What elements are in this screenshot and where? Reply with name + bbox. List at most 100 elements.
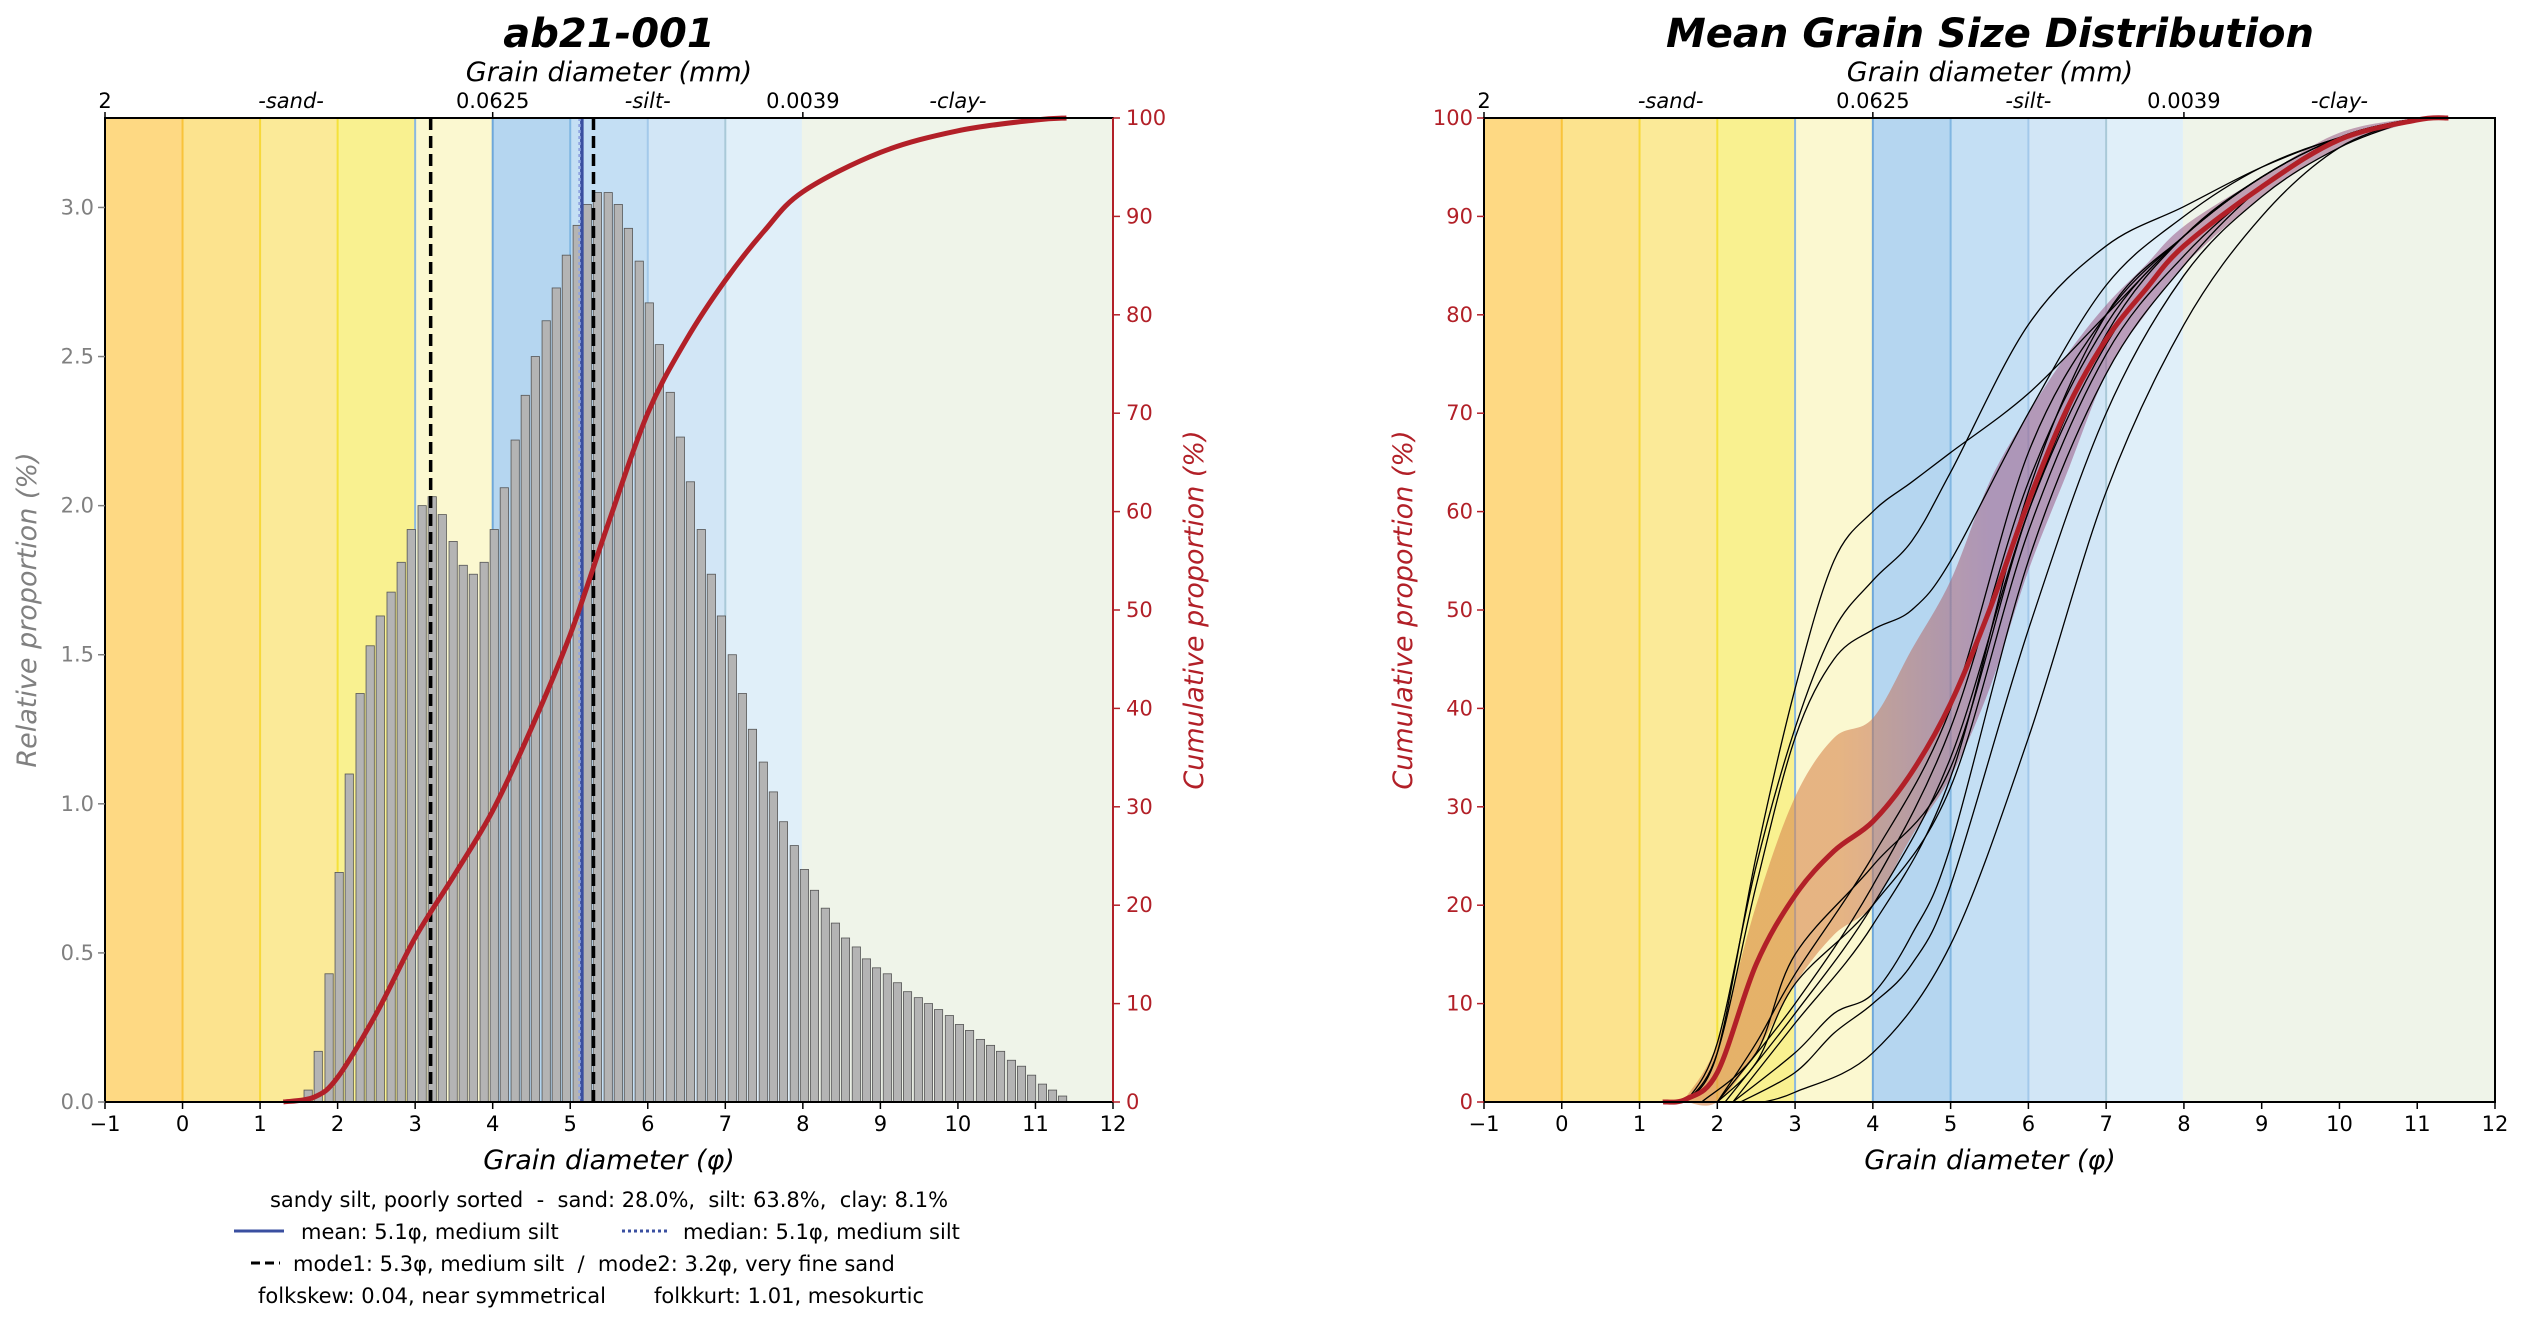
histogram-bar <box>623 227 633 1103</box>
x-tick-label: 12 <box>2482 1112 2509 1136</box>
spread-band <box>1686 116 2449 1106</box>
cumulative-curve <box>282 115 1067 1105</box>
top-axis-tick-label: -clay- <box>929 89 986 113</box>
x-tick-label: 7 <box>719 1112 732 1136</box>
histogram-bar <box>840 937 851 1103</box>
top-axis-tick-label: 0.0039 <box>766 89 839 113</box>
y-tick-label: 100 <box>1433 106 1473 130</box>
x-tick-label: 4 <box>486 1112 499 1136</box>
size-class-band <box>2028 118 2107 1102</box>
x-tick-label: 1 <box>253 1112 266 1136</box>
y2-tick-label: 50 <box>1126 598 1153 622</box>
x-tick-label: 9 <box>2255 1112 2268 1136</box>
top-axis-tick-label: -silt- <box>2005 89 2051 113</box>
histogram-bar <box>871 967 882 1103</box>
histogram-bar <box>892 982 902 1103</box>
x-tick-label: 5 <box>1944 1112 1957 1136</box>
histogram-bar <box>799 869 809 1103</box>
y-tick-label: 0.5 <box>61 941 94 965</box>
histogram-bar <box>778 821 788 1103</box>
y-tick-label: 50 <box>1446 598 1473 622</box>
histogram-bar <box>696 529 706 1103</box>
histogram-bar <box>654 344 664 1103</box>
y-tick-label: 90 <box>1446 204 1473 228</box>
x-tick-label: 8 <box>2177 1112 2190 1136</box>
histogram-bar <box>551 287 561 1103</box>
sample-curve <box>1685 117 2418 1103</box>
y-tick-label: 20 <box>1446 893 1473 917</box>
y-tick-label: 2.5 <box>61 345 94 369</box>
histogram-bar <box>985 1044 996 1103</box>
chart-title: ab21-001 <box>503 11 714 57</box>
histogram-bar <box>809 889 820 1103</box>
histogram-bar <box>417 505 427 1103</box>
histogram-bar <box>934 1009 944 1103</box>
sample-curve <box>1740 117 2418 1103</box>
size-class-band <box>182 118 261 1102</box>
y-tick-label: 60 <box>1446 500 1473 524</box>
histogram-bar <box>613 204 623 1103</box>
y2-tick-label: 30 <box>1126 795 1153 819</box>
x-tick-label: 3 <box>1788 1112 1801 1136</box>
y-tick-label: 30 <box>1446 795 1473 819</box>
histogram-bar <box>1047 1089 1058 1103</box>
top-axis-tick-label: 0.0625 <box>1836 89 1909 113</box>
x-tick-label: 2 <box>331 1112 344 1136</box>
y2-tick-label: 0 <box>1126 1090 1139 1114</box>
x-tick-label: 3 <box>408 1112 421 1136</box>
y2-tick-label: 60 <box>1126 500 1153 524</box>
histogram-bar <box>582 204 592 1103</box>
histogram-bar <box>1027 1074 1037 1103</box>
x-tick-label: 2 <box>1711 1112 1724 1136</box>
histogram-bar <box>768 791 778 1103</box>
top-axis-tick-label: -sand- <box>1638 89 1704 113</box>
y-axis-label: Relative proportion (%) <box>12 452 43 767</box>
histogram-bar <box>913 997 923 1103</box>
histogram-bar <box>386 591 396 1103</box>
y-tick-label: 0 <box>1460 1090 1473 1114</box>
histogram-bar <box>737 693 747 1103</box>
histogram-bar <box>944 1015 954 1103</box>
histogram-bar <box>665 391 675 1103</box>
histogram-bar <box>902 991 913 1103</box>
size-class-band <box>802 118 1113 1102</box>
top-axis-label: Grain diameter (mm) <box>1847 57 2133 88</box>
folk-skew-text: folkskew: 0.04, near symmetrical <box>258 1284 606 1308</box>
histogram-bar <box>923 1003 933 1103</box>
size-class-band <box>1561 118 1640 1102</box>
y2-tick-label: 80 <box>1126 303 1153 327</box>
x-tick-label: 4 <box>1866 1112 1879 1136</box>
top-axis-tick-label: -sand- <box>258 89 324 113</box>
y2-tick-label: 40 <box>1126 696 1153 720</box>
histogram-bar <box>706 573 716 1103</box>
x-tick-label: −1 <box>90 1112 121 1136</box>
x-tick-label: 9 <box>874 1112 887 1136</box>
x-tick-label: 0 <box>176 1112 189 1136</box>
y-tick-label: 1.5 <box>61 643 94 667</box>
sample-curve <box>1716 117 2418 1103</box>
x-tick-label: −1 <box>1469 1112 1500 1136</box>
chart-title: Mean Grain Size Distribution <box>1666 11 2314 57</box>
y2-tick-label: 20 <box>1126 893 1153 917</box>
top-axis-tick-label: 2 <box>98 89 111 113</box>
size-class-band <box>1484 118 1562 1102</box>
stats-legend: sandy silt, poorly sorted - sand: 28.0%,… <box>234 1188 960 1308</box>
histogram-bar <box>458 564 468 1103</box>
y-tick-label: 3.0 <box>61 195 94 219</box>
y-tick-label: 0.0 <box>61 1090 94 1114</box>
histogram-bar <box>727 654 737 1103</box>
left-chart: −1 0 1 2 3 4 5 6 7 8 9 10 11 12 0.00.51.01.52.02.53.0… <box>12 11 1210 1308</box>
histogram-bar <box>396 561 406 1103</box>
folk-kurt-text: folkkurt: 1.01, mesokurtic <box>654 1284 924 1308</box>
size-class-band <box>1639 118 1718 1102</box>
top-axis-tick-label: 0.0625 <box>456 89 529 113</box>
y2-tick-label: 90 <box>1126 204 1153 228</box>
histogram-bar <box>375 615 385 1103</box>
y-tick-label: 70 <box>1446 401 1473 425</box>
y2-ticks: 0 10 20 30 40 50 60 70 80 90 100 <box>1112 106 1166 1114</box>
mean-curve <box>1662 115 2449 1105</box>
histogram-bar <box>954 1024 965 1103</box>
x-tick-label: 10 <box>945 1112 972 1136</box>
median-text: median: 5.1φ, medium silt <box>683 1220 960 1244</box>
